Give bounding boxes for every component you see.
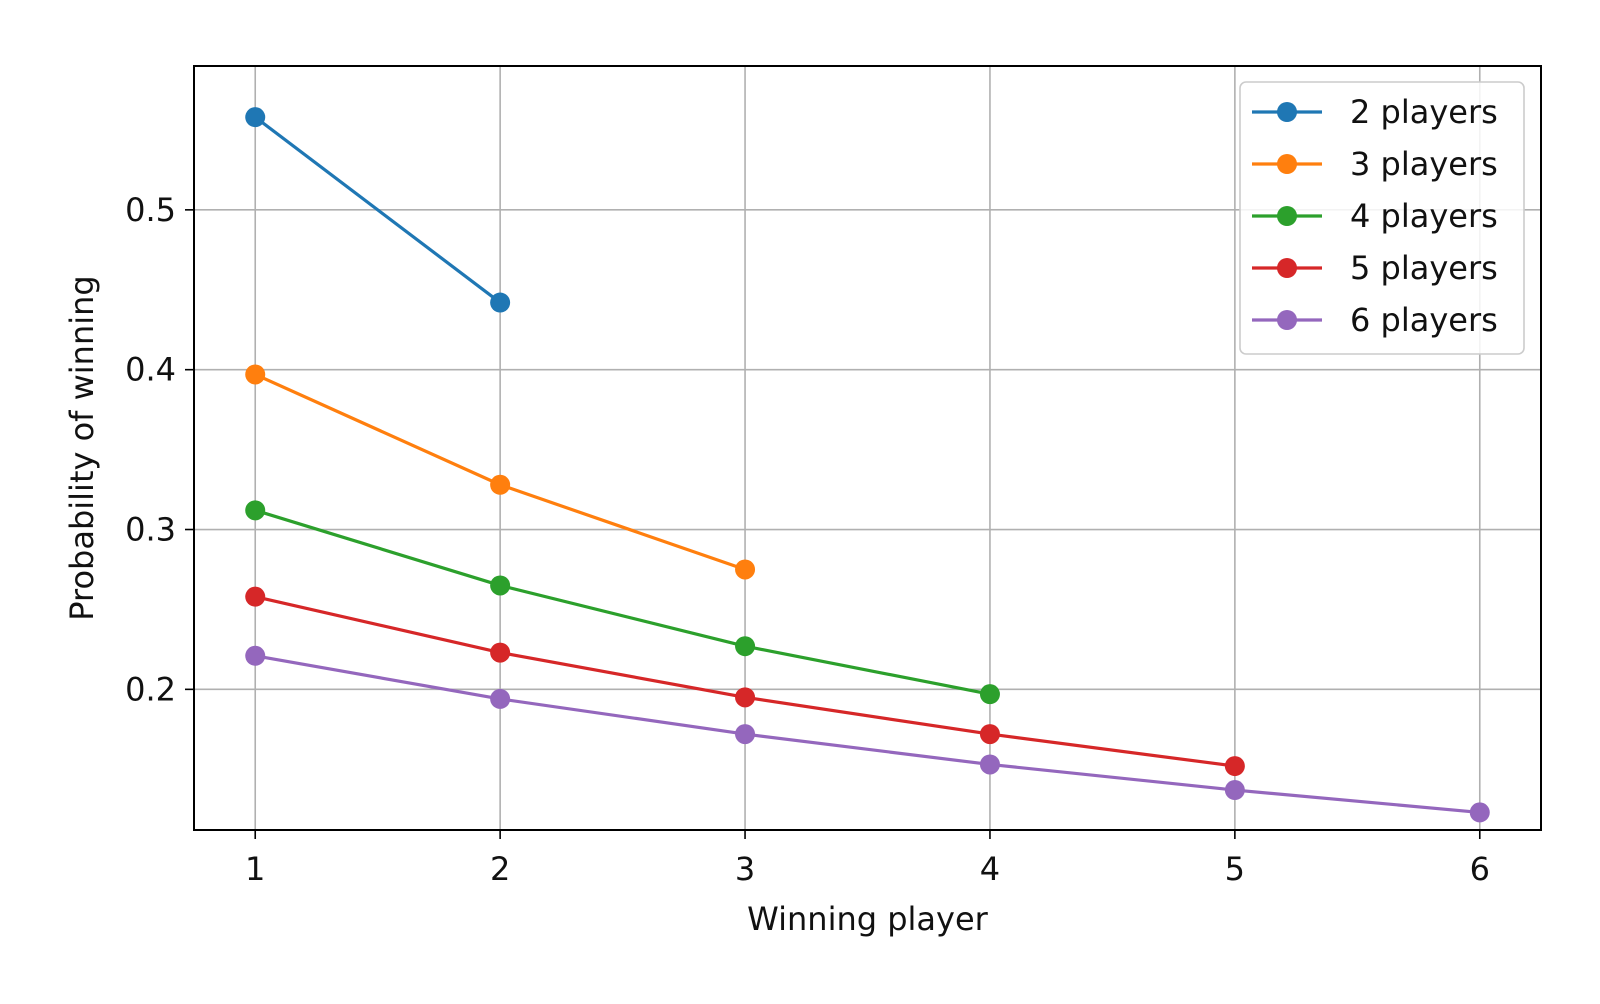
series-3-players [245, 364, 756, 580]
x-tick-label: 6 [1470, 850, 1490, 888]
data-point [735, 559, 756, 580]
y-tick-label: 0.5 [125, 191, 176, 229]
x-axis-label: Winning player [747, 900, 988, 938]
data-point [979, 724, 1000, 745]
legend-label: 2 players [1350, 93, 1498, 131]
data-point [735, 687, 756, 708]
series-4-players [245, 500, 1000, 705]
data-point [979, 684, 1000, 705]
data-point [1224, 756, 1245, 777]
data-point [245, 364, 266, 385]
data-point [1469, 802, 1490, 823]
legend-label: 6 players [1350, 301, 1498, 339]
series-line [254, 115, 502, 304]
legend-item: 4 players [1252, 197, 1498, 235]
legend-label: 5 players [1350, 249, 1498, 287]
legend: 2 players 3 players 4 players 5 players 6 pl… [1239, 81, 1525, 355]
data-point [245, 645, 266, 666]
legend-label: 4 players [1350, 197, 1498, 235]
series-layer [245, 107, 1490, 823]
x-tick-label: 2 [490, 850, 510, 888]
x-tick-label: 5 [1225, 850, 1245, 888]
legend-marker [1277, 154, 1297, 174]
legend-marker [1277, 258, 1297, 278]
data-point [1224, 780, 1245, 801]
plot-frame [193, 65, 1542, 831]
series-6-players [245, 645, 1490, 823]
series-5-players [245, 586, 1245, 777]
x-tick-label: 4 [980, 850, 1000, 888]
data-point [490, 642, 511, 663]
legend-item: 6 players [1252, 301, 1498, 339]
data-point [245, 586, 266, 607]
legend-marker [1277, 206, 1297, 226]
series-line [254, 654, 1480, 815]
data-point [490, 688, 511, 709]
legend-marker [1277, 310, 1297, 330]
legend-item: 3 players [1252, 145, 1498, 183]
series-line [254, 508, 991, 696]
y-tick-label: 0.2 [125, 670, 176, 708]
data-point [735, 636, 756, 657]
data-point [245, 107, 266, 128]
y-tick-label: 0.3 [125, 511, 176, 549]
legend-box [1239, 81, 1525, 355]
x-tick-label: 1 [245, 850, 265, 888]
data-point [979, 754, 1000, 775]
data-point [490, 292, 511, 313]
data-point [490, 474, 511, 495]
legend-label: 3 players [1350, 145, 1498, 183]
legend-item: 2 players [1252, 93, 1498, 131]
legend-item: 5 players [1252, 249, 1498, 287]
data-point [735, 724, 756, 745]
x-tick-label: 3 [735, 850, 755, 888]
y-axis-label: Probability of winning [63, 275, 101, 620]
legend-marker [1277, 102, 1297, 122]
axis-ticks: 1 2 3 4 5 6 0.2 0.3 0.4 0.5 [125, 191, 1490, 888]
data-point [490, 575, 511, 596]
data-point [245, 500, 266, 521]
y-tick-label: 0.4 [125, 351, 176, 389]
series-2-players [245, 107, 511, 313]
